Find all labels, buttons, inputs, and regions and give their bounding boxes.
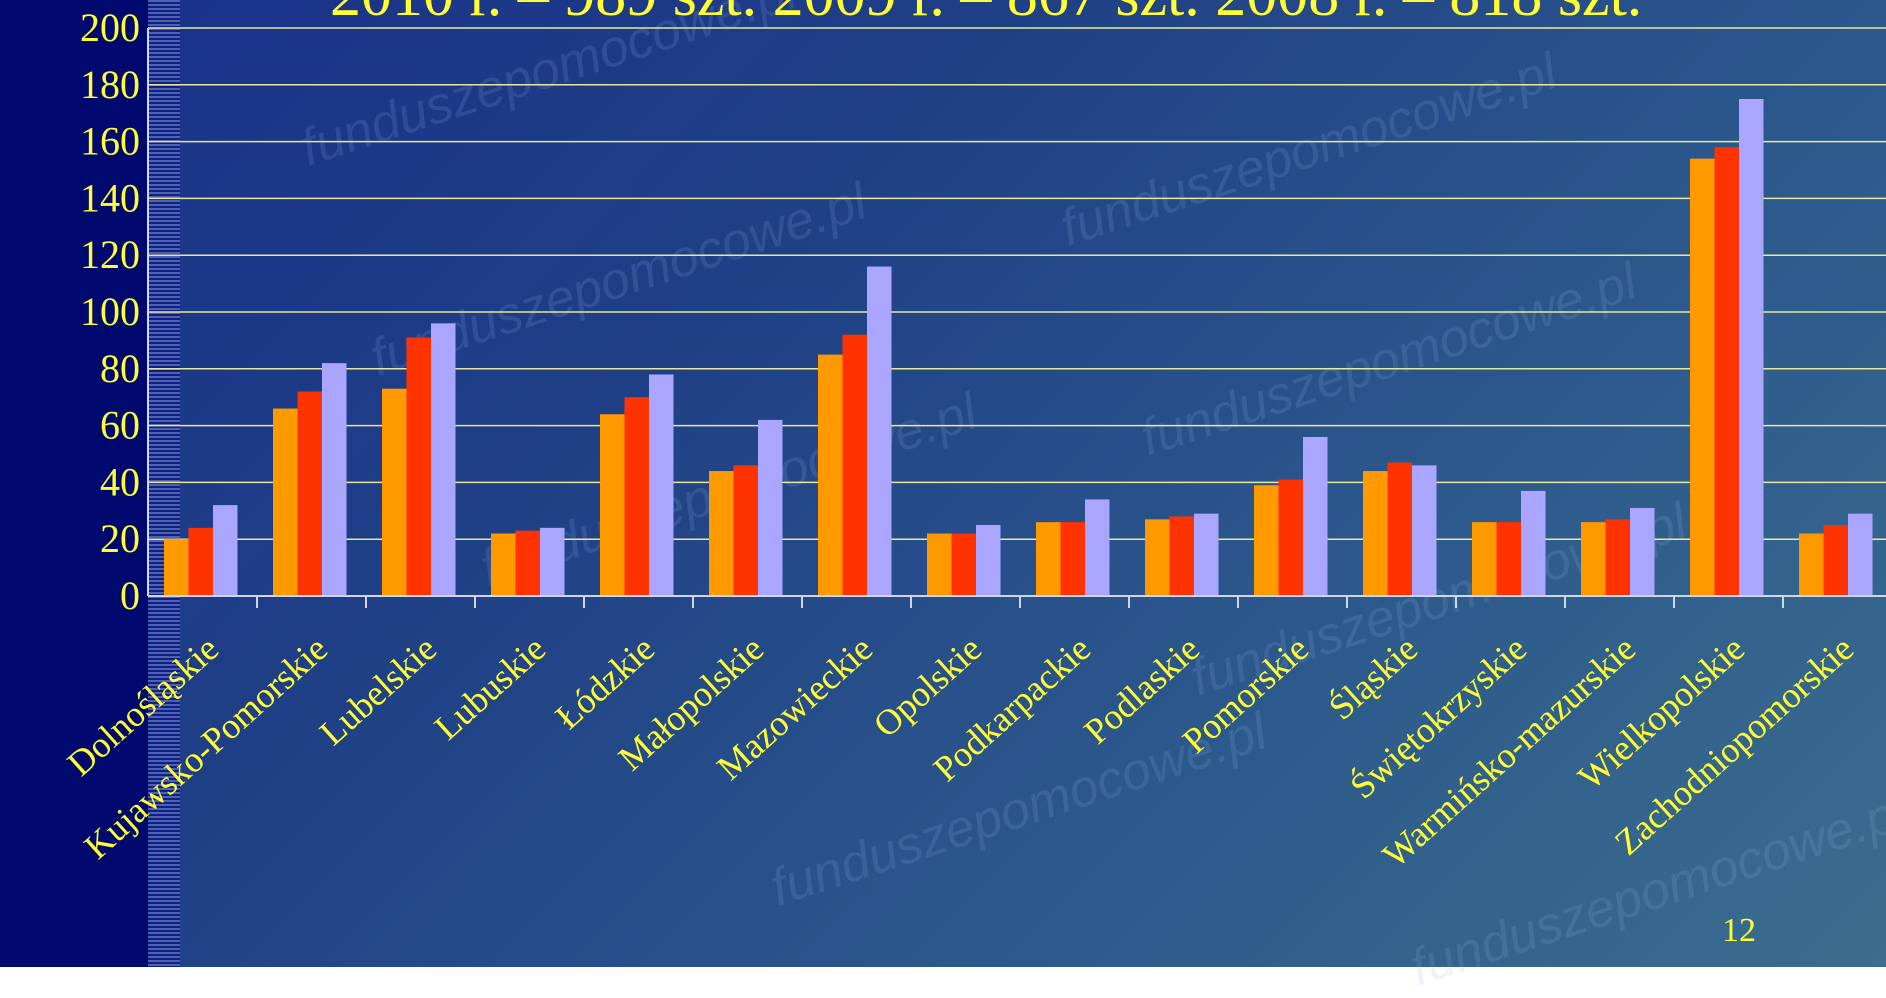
bar xyxy=(600,414,625,596)
left-band xyxy=(0,0,148,967)
bar xyxy=(406,337,431,596)
bar xyxy=(1145,519,1170,596)
bar xyxy=(1630,507,1655,596)
bar xyxy=(1194,513,1219,596)
y-tick-label: 120 xyxy=(80,232,140,277)
bar xyxy=(1848,513,1873,596)
y-tick-label: 180 xyxy=(80,62,140,107)
bar xyxy=(733,465,758,596)
page-number: 12 xyxy=(1722,912,1756,949)
bar xyxy=(758,419,783,596)
bar xyxy=(1472,522,1497,596)
axes xyxy=(147,28,1886,608)
bar xyxy=(1690,158,1715,596)
bar xyxy=(649,374,674,596)
bar xyxy=(1799,533,1824,596)
bar xyxy=(1254,485,1279,596)
bar xyxy=(540,527,565,596)
bar xyxy=(1387,462,1412,596)
y-tick-label: 60 xyxy=(100,403,140,448)
bars xyxy=(164,99,1873,596)
bar xyxy=(1060,522,1085,596)
y-tick-label: 20 xyxy=(100,516,140,561)
bar xyxy=(515,530,540,596)
y-tick-label: 80 xyxy=(100,346,140,391)
bar xyxy=(1581,522,1606,596)
bar xyxy=(1496,522,1521,596)
bar xyxy=(1521,490,1546,596)
x-tick-label: Śląskie xyxy=(1321,628,1425,727)
y-tick-label: 200 xyxy=(80,5,140,50)
bar xyxy=(624,397,649,596)
x-tick-label: Lubuskie xyxy=(427,628,553,747)
bar xyxy=(188,527,213,596)
y-tick-label: 40 xyxy=(100,459,140,504)
bar xyxy=(1714,147,1739,596)
bar xyxy=(297,391,322,596)
bar xyxy=(1303,436,1328,596)
bar xyxy=(382,388,407,596)
bar xyxy=(1036,522,1061,596)
slide-title: 2010 r. – 989 szt. 2009 r. – 867 szt. 20… xyxy=(330,0,1780,31)
y-tick-labels: 0 20 40 60 80 100 120 140 160 180 200 xyxy=(80,5,140,618)
bar xyxy=(273,408,298,596)
bar xyxy=(867,266,892,596)
bar xyxy=(1823,525,1848,596)
bar xyxy=(213,505,238,596)
y-tick-label: 140 xyxy=(80,175,140,220)
bar xyxy=(818,354,843,596)
bar xyxy=(1739,99,1764,596)
bar xyxy=(1169,516,1194,596)
bar xyxy=(1605,519,1630,596)
bar xyxy=(491,533,516,596)
x-tick-labels: DolnośląskieKujawsko-PomorskieLubelskieL… xyxy=(60,628,1861,875)
y-tick-label: 100 xyxy=(80,289,140,334)
y-tick-label: 160 xyxy=(80,119,140,164)
bar xyxy=(927,533,952,596)
bar xyxy=(1278,479,1303,596)
bar xyxy=(709,471,734,596)
bar xyxy=(164,539,189,596)
bar xyxy=(1085,499,1110,596)
y-tick-label: 0 xyxy=(120,573,140,618)
bar xyxy=(431,323,456,596)
bar xyxy=(951,533,976,596)
left-stripe-decoration xyxy=(148,0,180,967)
x-tick-label: Lubelskie xyxy=(312,628,444,753)
bar xyxy=(1363,471,1388,596)
bar xyxy=(322,363,347,596)
bar xyxy=(976,525,1001,596)
bar xyxy=(842,334,867,596)
bar-chart: 0 20 40 60 80 100 120 140 160 180 200 Dolnośląskie… xyxy=(60,5,1886,875)
bar xyxy=(1412,465,1437,596)
